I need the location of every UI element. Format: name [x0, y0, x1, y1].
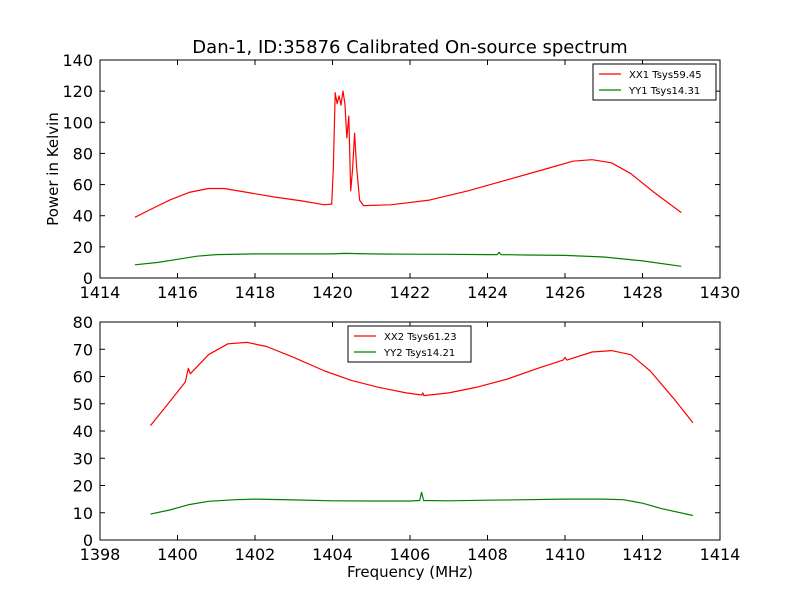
y-tick-label: 0 [83, 269, 93, 288]
x-tick-label: 1408 [467, 545, 508, 564]
series-line-1-2 [134, 251, 682, 267]
legend-label: YY2 Tsys14.21 [383, 348, 455, 359]
y-tick-label: 40 [73, 422, 93, 441]
chart-panel-1: 1414 1416 1418 1420 1422 1424 1426 1428 1430 0 20 4… [62, 51, 740, 302]
legend-label: XX2 Tsys61.23 [384, 332, 457, 343]
x-tick-label: 1406 [390, 545, 431, 564]
x-tick-label: 1428 [622, 283, 663, 302]
legend-box [347, 325, 472, 363]
y-tick-label: 0 [83, 531, 93, 550]
x-tick-label: 1424 [467, 283, 508, 302]
x-tick-label: 1412 [622, 545, 663, 564]
x-tick-label: 1418 [235, 283, 276, 302]
series-line-2-1 [149, 341, 694, 426]
y-tick-label: 70 [73, 340, 93, 359]
x-tick-label: 1414 [80, 283, 121, 302]
y-tick-label: 80 [73, 144, 93, 163]
legend: XX2 Tsys61.23 YY2 Tsys14.21 [347, 325, 472, 363]
legend: XX1 Tsys59.45 YY1 Tsys14.31 [592, 63, 717, 101]
x-tick-label: 1414 [700, 545, 741, 564]
y-tick-label: 60 [73, 368, 93, 387]
series-line-2-2 [150, 491, 694, 517]
y-tick-label: 80 [73, 313, 93, 332]
y-tick-label: 60 [73, 176, 93, 195]
y-tick-label: 30 [73, 449, 93, 468]
panels: 1414 1416 1418 1420 1422 1424 1426 1428 1430 0 20 4… [62, 51, 740, 564]
y-axis-title: Power in Kelvin [44, 112, 62, 226]
y-tick-label: 20 [73, 477, 93, 496]
y-tick-label: 140 [62, 51, 93, 70]
x-tick-label: 1398 [80, 545, 121, 564]
x-axis-title: Frequency (MHz) [347, 563, 473, 581]
x-tick-label: 1410 [545, 545, 586, 564]
x-tick-label: 1404 [312, 545, 353, 564]
y-tick-label: 40 [73, 207, 93, 226]
y-tick-label: 50 [73, 395, 93, 414]
x-tick-label: 1426 [545, 283, 586, 302]
x-tick-label: 1416 [157, 283, 198, 302]
chart-title: Dan-1, ID:35876 Calibrated On-source spe… [192, 37, 627, 58]
y-tick-label: 100 [62, 113, 93, 132]
y-tick-label: 120 [62, 82, 93, 101]
chart-panel-2: 1398 1400 1402 1404 1406 1408 1410 1412 1414 0 10 2… [73, 313, 741, 564]
y-tick-label: 10 [73, 504, 93, 523]
legend-label: YY1 Tsys14.31 [628, 86, 700, 97]
series-line-1-1 [134, 90, 682, 218]
legend-box [592, 63, 717, 101]
legend-label: XX1 Tsys59.45 [629, 70, 702, 81]
x-tick-label: 1422 [390, 283, 431, 302]
x-tick-label: 1400 [157, 545, 198, 564]
x-tick-label: 1430 [700, 283, 741, 302]
x-tick-label: 1402 [235, 545, 276, 564]
x-tick-label: 1420 [312, 283, 353, 302]
y-tick-label: 20 [73, 238, 93, 257]
